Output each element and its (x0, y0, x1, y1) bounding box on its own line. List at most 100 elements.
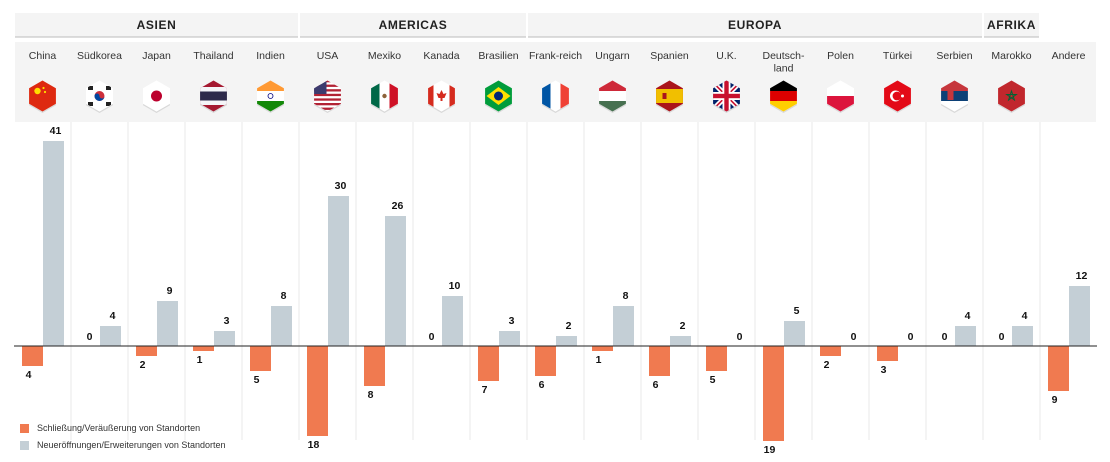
closure-bar (22, 346, 43, 366)
closure-bar (592, 346, 613, 351)
opening-bar (670, 336, 691, 346)
opening-value-label: 3 (224, 315, 230, 327)
country-label: Kanada (423, 50, 459, 62)
country-label: Mexiko (368, 50, 401, 62)
country-label: Thailand (193, 50, 233, 62)
region-header-afrika (984, 13, 1039, 37)
closure-value-label: 5 (710, 374, 716, 386)
legend-item-closures: Schließung/Veräußerung von Standorten (20, 421, 225, 435)
poland-flag (827, 80, 854, 112)
country-label: Japan (142, 50, 171, 62)
opening-bar (157, 301, 178, 346)
closure-bar (763, 346, 784, 441)
india-flag (257, 80, 284, 112)
region-header-europa (528, 13, 982, 37)
closure-bar (706, 346, 727, 371)
region-label: AFRIKA (987, 18, 1036, 32)
country-label: Südkorea (77, 50, 122, 62)
opening-bar (271, 306, 292, 346)
france-flag (542, 80, 569, 112)
opening-bar (613, 306, 634, 346)
legend-swatch-openings (20, 440, 29, 450)
closure-bar (649, 346, 670, 376)
opening-bar (499, 331, 520, 346)
country-label: Brasilien (478, 50, 518, 62)
legend: Schließung/Veräußerung von Standorten Ne… (20, 421, 225, 455)
region-header-americas (300, 13, 526, 37)
column-band (1041, 42, 1096, 122)
legend-item-openings: Neueröffnungen/Erweiterungen von Standor… (20, 438, 225, 452)
closure-bar (478, 346, 499, 381)
opening-bar (385, 216, 406, 346)
closure-bar (877, 346, 898, 361)
country-label: Deutsch-land (762, 50, 805, 75)
opening-value-label: 12 (1076, 270, 1088, 282)
closure-value-label: 7 (482, 384, 488, 396)
mexico-flag (371, 80, 398, 112)
legend-label-openings: Neueröffnungen/Erweiterungen von Standor… (37, 440, 226, 450)
country-label: Indien (256, 50, 285, 62)
opening-bar (955, 326, 976, 346)
country-label: Marokko (991, 50, 1031, 62)
opening-value-label: 5 (794, 305, 800, 317)
closure-value-label: 18 (308, 439, 320, 451)
country-label: Andere (1052, 50, 1086, 62)
country-label: USA (317, 50, 339, 62)
opening-bar (1012, 326, 1033, 346)
country-label: Türkei (883, 50, 912, 62)
opening-value-label: 8 (623, 290, 629, 302)
closure-value-label: 0 (942, 331, 948, 343)
serbia-flag (941, 80, 968, 112)
closure-bar (535, 346, 556, 376)
opening-value-label: 26 (392, 200, 404, 212)
opening-value-label: 2 (566, 320, 572, 332)
country-label: Polen (827, 50, 854, 62)
legend-swatch-closures (20, 423, 29, 433)
closure-value-label: 2 (824, 359, 830, 371)
region-header-asien (15, 13, 298, 37)
opening-bar (100, 326, 121, 346)
hungary-flag (599, 80, 626, 112)
opening-value-label: 0 (908, 331, 914, 343)
opening-bar (784, 321, 805, 346)
closure-value-label: 3 (881, 364, 887, 376)
country-label: Frank-reich (529, 50, 582, 62)
opening-value-label: 8 (281, 290, 287, 302)
opening-bar (556, 336, 577, 346)
region-label: AMERICAS (379, 18, 448, 32)
opening-value-label: 4 (965, 310, 971, 322)
closure-value-label: 8 (368, 389, 374, 401)
opening-bar (214, 331, 235, 346)
closure-value-label: 1 (596, 354, 602, 366)
opening-value-label: 30 (335, 180, 347, 192)
closure-value-label: 4 (26, 369, 32, 381)
opening-value-label: 0 (851, 331, 857, 343)
closure-value-label: 19 (764, 444, 776, 456)
opening-bar (1069, 286, 1090, 346)
opening-bar (442, 296, 463, 346)
opening-value-label: 9 (167, 285, 173, 297)
country-label: Serbien (936, 50, 972, 62)
closure-bar (250, 346, 271, 371)
closure-bar (136, 346, 157, 356)
opening-value-label: 3 (509, 315, 515, 327)
closure-bar (1048, 346, 1069, 391)
country-label: Spanien (650, 50, 689, 62)
opening-value-label: 4 (1022, 310, 1028, 322)
legend-label-closures: Schließung/Veräußerung von Standorten (37, 423, 201, 433)
closure-value-label: 5 (254, 374, 260, 386)
region-label: EUROPA (728, 18, 782, 32)
closure-bar (820, 346, 841, 356)
closure-bar (364, 346, 385, 386)
closure-value-label: 6 (653, 379, 659, 391)
opening-value-label: 41 (50, 125, 62, 137)
closure-value-label: 9 (1052, 394, 1058, 406)
closure-value-label: 6 (539, 379, 545, 391)
germany-flag (770, 80, 797, 112)
opening-bar (43, 141, 64, 346)
closure-value-label: 0 (87, 331, 93, 343)
country-label: Ungarn (595, 50, 630, 62)
country-label: China (29, 50, 57, 62)
closure-bar (193, 346, 214, 351)
opening-value-label: 10 (449, 280, 461, 292)
